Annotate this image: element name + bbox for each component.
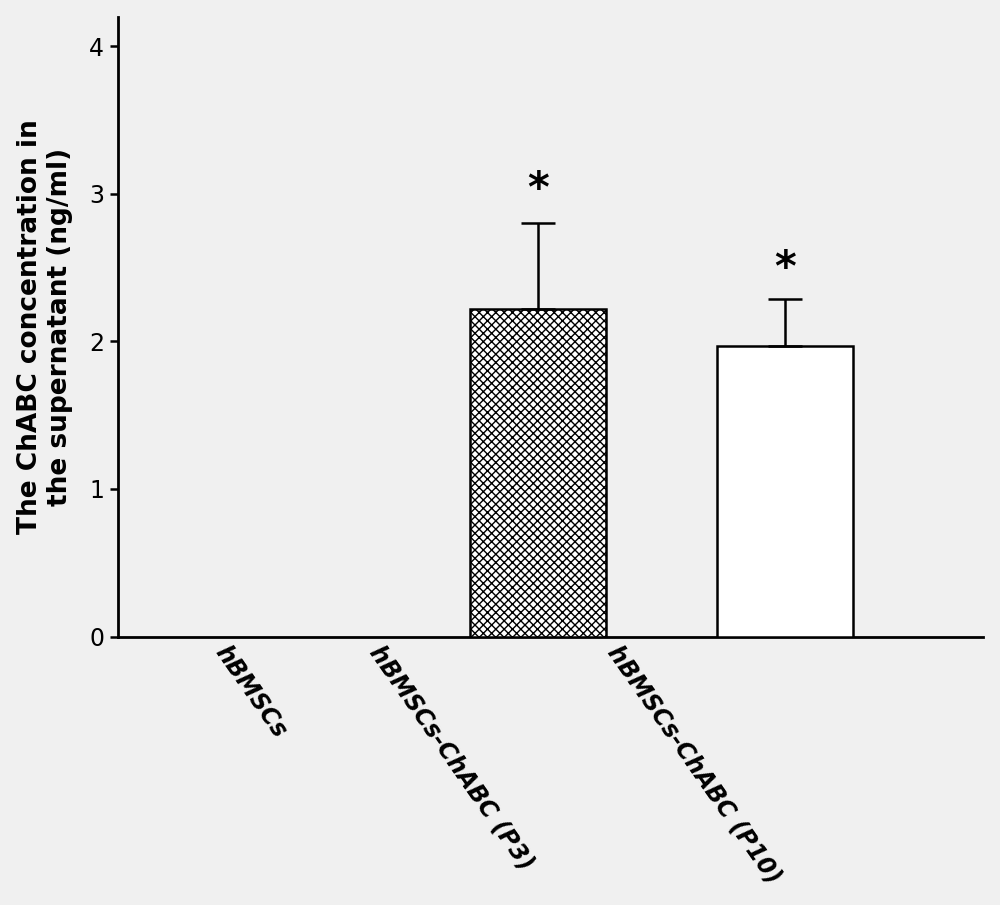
Text: *: * [775,248,796,290]
Y-axis label: The ChABC concentration in
the supernatant (ng/ml): The ChABC concentration in the supernata… [17,119,73,534]
Text: *: * [527,169,549,212]
Bar [717,346,853,636]
Bar [470,309,606,636]
